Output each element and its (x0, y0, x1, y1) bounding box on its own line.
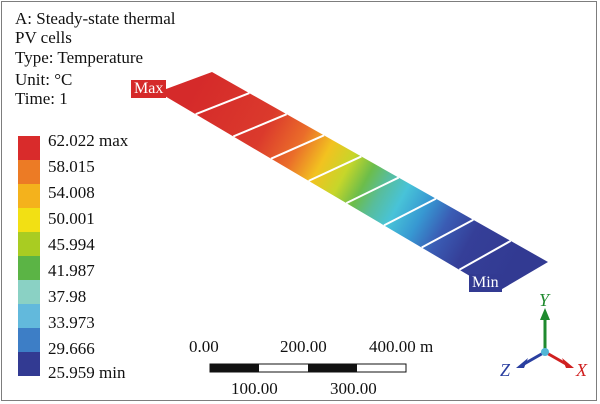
legend-value: 29.666 (48, 339, 95, 358)
legend-swatch (18, 184, 40, 208)
z-axis-label: Z (500, 360, 511, 380)
y-axis-label: Y (539, 290, 550, 310)
legend-value: 41.987 (48, 261, 95, 280)
legend-swatch (18, 256, 40, 280)
legend-value: 33.973 (48, 313, 95, 332)
legend-swatch (18, 160, 40, 184)
legend-swatch (18, 352, 40, 376)
cell-divider (195, 92, 250, 116)
scale-bar (209, 363, 407, 373)
min-probe-label[interactable]: Min (469, 274, 502, 292)
legend-value: 62.022 max (48, 131, 129, 150)
scale-label-300: 300.00 (330, 379, 377, 398)
cell-divider (345, 176, 400, 205)
cell-divider-lines (195, 92, 512, 271)
legend-swatch (18, 280, 40, 304)
legend-value: 58.015 (48, 157, 95, 176)
cell-divider (232, 113, 288, 138)
legend-swatch (18, 304, 40, 328)
x-axis-label: X (576, 360, 587, 380)
color-legend (18, 136, 40, 376)
legend-value: 37.98 (48, 287, 87, 306)
cell-divider (383, 197, 437, 227)
body-name: PV cells (15, 28, 72, 47)
cell-divider (458, 240, 512, 271)
cell-divider (270, 134, 325, 160)
result-type: Type: Temperature (15, 48, 144, 67)
scale-label-0: 0.00 (189, 337, 219, 356)
legend-swatch (18, 136, 40, 160)
legend-swatch (18, 328, 40, 352)
max-probe-label[interactable]: Max (131, 80, 167, 98)
analysis-title: A: Steady-state thermal (15, 9, 176, 28)
scale-label-400: 400.00 m (369, 337, 434, 356)
scale-label-200: 200.00 (280, 337, 327, 356)
result-unit: Unit: °C (15, 70, 73, 89)
legend-value: 54.008 (48, 183, 95, 202)
scale-label-100: 100.00 (231, 379, 278, 398)
cell-divider (308, 155, 362, 182)
legend-swatch (18, 208, 40, 232)
result-time: Time: 1 (15, 89, 68, 108)
legend-value: 45.994 (48, 235, 95, 254)
coordinate-triad (516, 308, 574, 368)
legend-swatch (18, 232, 40, 256)
legend-value: 25.959 min (48, 363, 126, 382)
legend-value: 50.001 (48, 209, 95, 228)
cell-divider (421, 218, 474, 249)
